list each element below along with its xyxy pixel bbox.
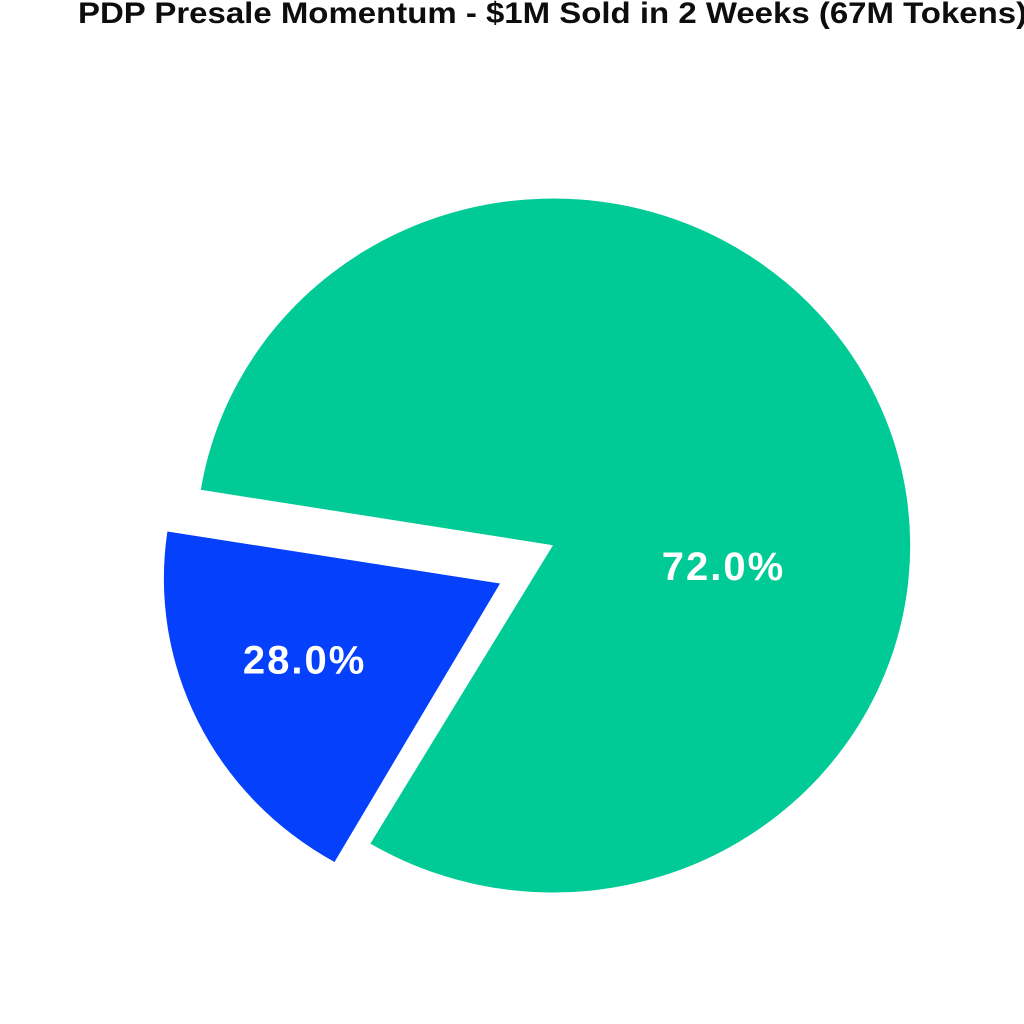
svg-text:28.0%: 28.0%	[243, 638, 366, 682]
svg-text:72.0%: 72.0%	[662, 545, 785, 589]
